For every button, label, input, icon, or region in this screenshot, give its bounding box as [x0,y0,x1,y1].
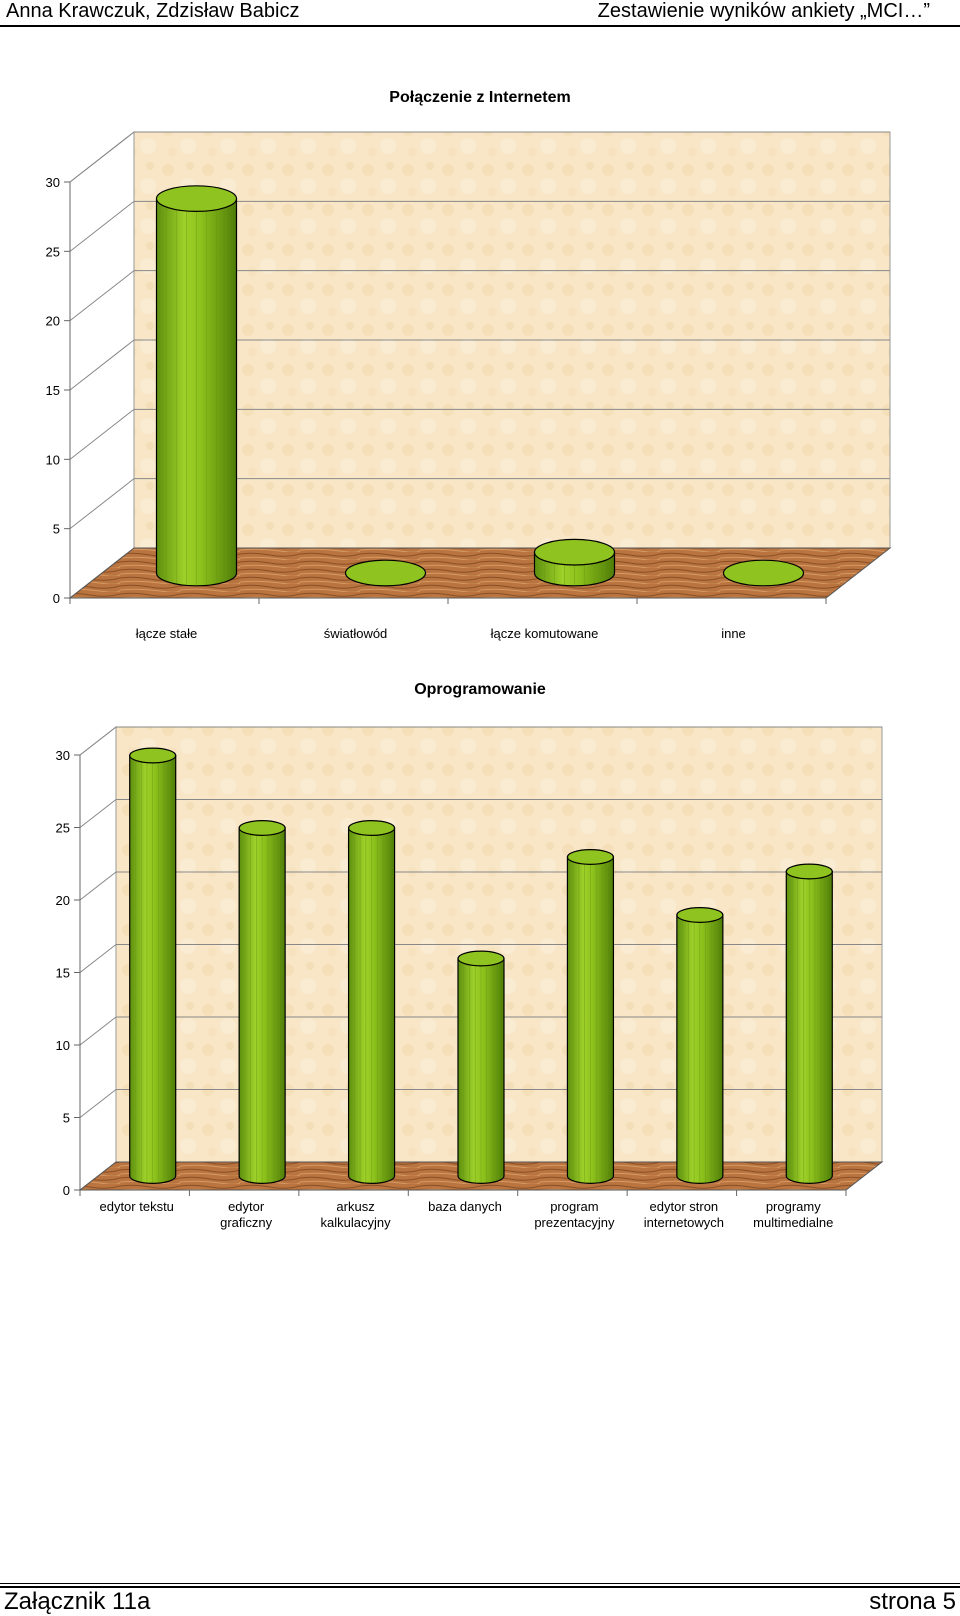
chart-software: Oprogramowanie 0 5 10 15 20 25 30 edytor tekstu e… [56,681,884,1230]
x-tick-label: edytor tekstu [99,1199,173,1214]
x-tick-label: edytor stron internetowych [644,1199,724,1230]
y-tick-label: 25 [46,244,60,259]
bar-top [238,820,286,836]
bar [155,185,238,587]
footer-rule [0,1586,960,1588]
bar [238,820,286,1184]
header-authors: Anna Krawczuk, Zdzisław Babicz [6,0,300,22]
y-tick-label: 5 [63,1111,70,1126]
x-tick-label: arkusz kalkulacyjny [321,1199,392,1230]
gridline-side [79,944,117,973]
charts-canvas: Połączenie z Internetem 0 5 10 15 20 25 30 łącze… [46,89,892,1230]
x-tick-label: łącze stałe [136,626,197,641]
y-tick-label: 10 [46,452,60,467]
chart-internet-connection: Połączenie z Internetem 0 5 10 15 20 25 30 łącze… [46,89,892,641]
x-tick-label: edytor graficzny [220,1199,273,1230]
bar-top [533,538,616,566]
gridline-side [79,1089,117,1118]
footer-page-number: strona 5 [869,1588,956,1615]
y-tick-label: 10 [56,1038,70,1053]
y-tick-label: 20 [56,893,70,908]
y-tick-label: 15 [56,966,70,981]
bar [785,863,833,1184]
bar-top [344,559,427,587]
y-tick-label: 0 [53,591,60,606]
bar [722,559,805,587]
x-tick-label: programy multimedialne [753,1199,833,1230]
bar-top [676,907,724,923]
x-tick-label: łącze komutowane [491,626,599,641]
gridline-side [69,478,135,530]
chart-title: Połączenie z Internetem [389,89,570,106]
y-tick-label: 5 [53,522,60,537]
gridline-side [69,408,135,460]
bar [533,538,616,587]
page-header: Anna Krawczuk, Zdzisław Babicz Zestawien… [0,0,960,30]
x-tick-label: światłowód [324,626,388,641]
x-tick-label: program prezentacyjny [534,1199,615,1230]
chart-title: Oprogramowanie [414,681,546,698]
bar-top [457,950,505,967]
bar-top [129,747,177,764]
y-tick-label: 0 [63,1183,70,1198]
header-title: Zestawienie wyników ankiety „MCI…” [597,0,930,22]
bar [566,849,615,1184]
y-tick-label: 20 [46,314,60,329]
gridline-side [79,799,117,828]
header-rule [0,25,960,27]
bar [344,559,427,587]
bar [129,747,177,1184]
x-tick-label: baza danych [428,1199,502,1214]
bar-top [722,559,805,587]
bar [676,907,724,1184]
y-tick-label: 25 [56,821,70,836]
x-tick-label: inne [721,626,746,641]
gridline-side [69,131,135,183]
bar-top [347,820,396,836]
bar-top [785,863,833,880]
gridline-side [79,1016,117,1046]
gridline-side [69,200,135,252]
gridline-side [79,871,117,901]
y-tick-label: 30 [56,748,70,763]
bar [347,820,396,1184]
y-tick-label: 30 [46,175,60,190]
y-tick-label: 15 [46,383,60,398]
gridline-side [69,339,135,391]
footer-rule-top [0,1583,960,1584]
bar-top [155,185,238,213]
gridline-side [69,270,135,322]
footer-appendix: Załącznik 11a [4,1588,151,1615]
gridline-side [79,726,117,756]
bar [457,950,505,1184]
bar-top [566,849,615,865]
